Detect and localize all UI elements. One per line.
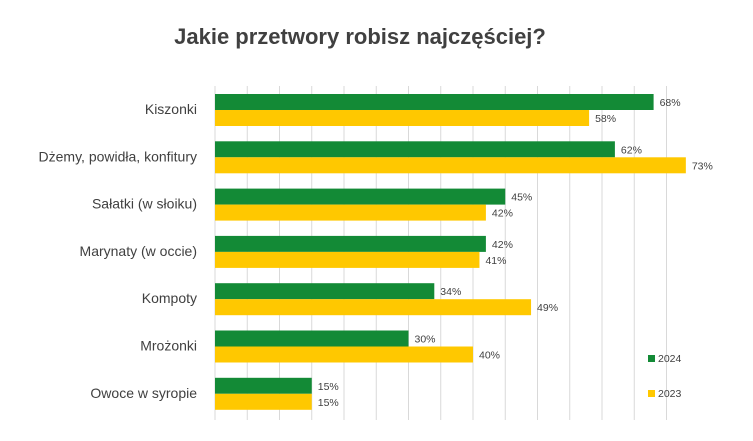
data-label: 42%: [492, 208, 513, 220]
data-label: 58%: [595, 113, 616, 125]
data-label: 15%: [318, 381, 339, 393]
bar-2024: [215, 283, 435, 300]
data-label: 41%: [485, 255, 506, 267]
legend-label: 2024: [658, 353, 682, 365]
data-label: 30%: [415, 334, 436, 346]
data-label: 45%: [511, 192, 532, 204]
data-label: 62%: [621, 144, 642, 156]
bar-2023: [215, 346, 473, 363]
data-label: 34%: [440, 286, 461, 298]
bar-2024: [215, 94, 654, 110]
data-label: 15%: [318, 397, 339, 409]
bar-2024: [215, 188, 506, 205]
bar-2023: [215, 110, 590, 126]
data-label: 42%: [492, 239, 513, 251]
bar-2023: [215, 393, 312, 410]
category-label: Owoce w syropie: [90, 385, 197, 401]
category-label: Dżemy, powidła, konfitury: [39, 148, 197, 164]
bar-2024: [215, 330, 409, 347]
bar-2024: [215, 235, 486, 252]
bar-2023: [215, 299, 532, 316]
category-label: Kiszonki: [145, 101, 197, 117]
bar-2023: [215, 251, 480, 268]
category-label: Kompoty: [142, 290, 197, 306]
legend-label: 2023: [658, 388, 682, 400]
data-label: 49%: [537, 302, 558, 314]
legend-swatch-2023: [648, 390, 655, 397]
legend-swatch-2024: [648, 355, 655, 362]
data-label: 68%: [660, 97, 681, 109]
category-label: Marynaty (w occie): [80, 243, 197, 259]
bar-2024: [215, 141, 615, 158]
chart-title: Jakie przetwory robisz najczęściej?: [174, 24, 546, 49]
bar-2023: [215, 157, 686, 174]
data-label: 40%: [479, 350, 500, 362]
category-label: Mrożonki: [140, 338, 197, 354]
category-label: Sałatki (w słoiku): [92, 196, 197, 212]
bar-2023: [215, 204, 486, 221]
data-label: 73%: [692, 160, 713, 172]
bar-2024: [215, 377, 312, 394]
